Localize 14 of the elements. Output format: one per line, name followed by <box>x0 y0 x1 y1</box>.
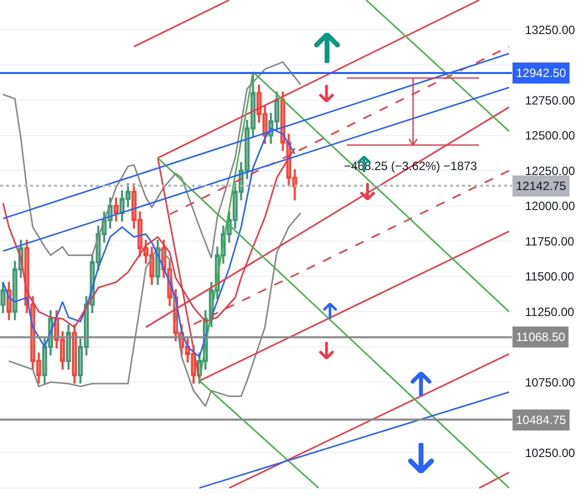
y-tick-label: 12500.00 <box>525 128 576 143</box>
y-tick-label: 10250.00 <box>525 446 576 460</box>
ref-line-label: 12942.50 <box>516 66 566 80</box>
y-tick-label: 12750.00 <box>525 93 576 108</box>
ref-line-label: 11068.50 <box>516 330 566 344</box>
y-tick-label: 11750.00 <box>525 234 574 248</box>
y-tick-label: 11250.00 <box>525 304 574 319</box>
y-tick-label: 10750.00 <box>525 375 576 390</box>
ref-line-label: 10484.75 <box>516 413 566 427</box>
y-tick-label: 12250.00 <box>525 164 576 178</box>
y-tick-label: 11500.00 <box>525 270 574 284</box>
y-tick-label: 12000.00 <box>525 199 576 214</box>
ref-line-label: 12142.75 <box>516 179 566 193</box>
y-tick-label: 13250.00 <box>525 22 576 37</box>
